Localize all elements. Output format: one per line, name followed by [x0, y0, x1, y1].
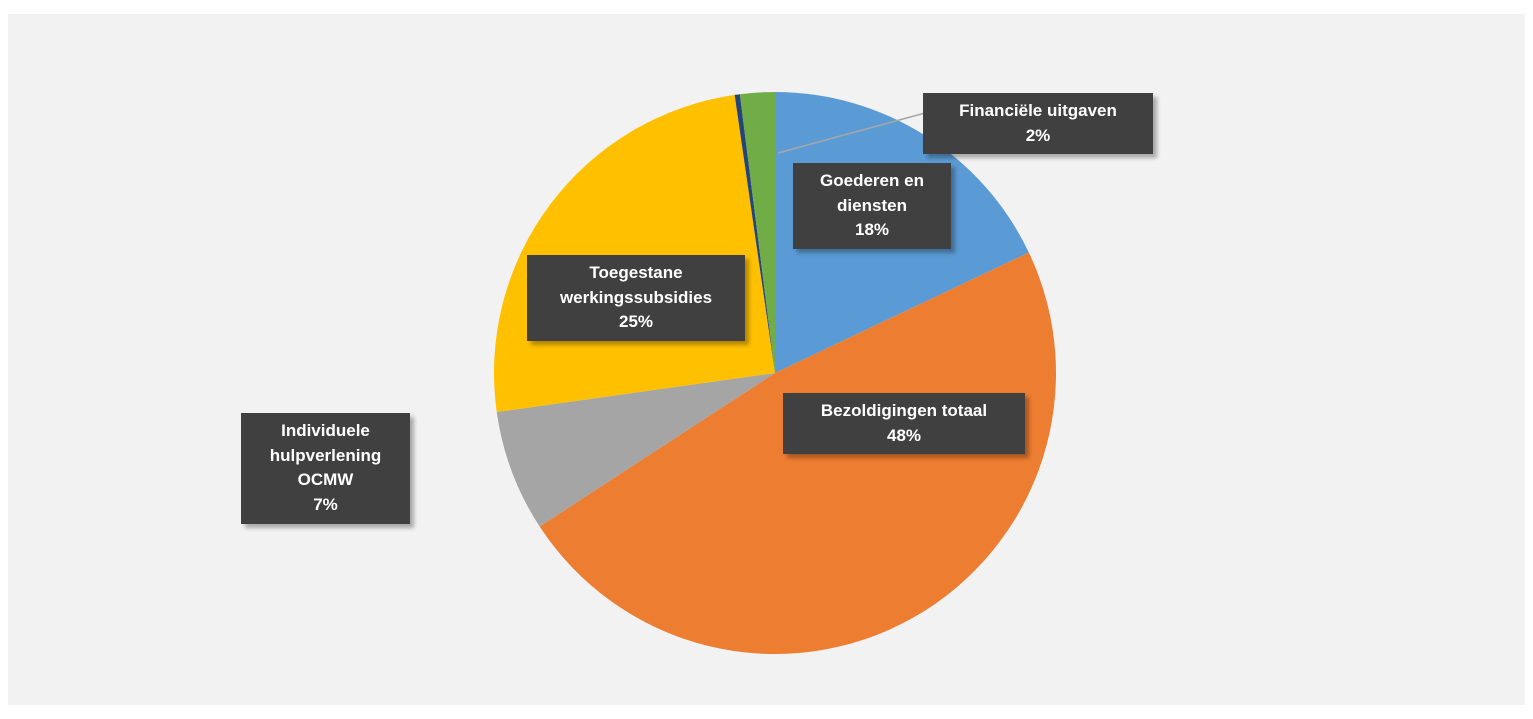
data-label: Toegestane werkingssubsidies 25%	[527, 255, 745, 341]
pie-slice	[739, 92, 775, 373]
label-text: Bezoldigingen totaal	[820, 401, 988, 420]
data-label: Bezoldigingen totaal 48%	[783, 393, 1025, 455]
label-text: 25%	[618, 312, 654, 332]
label-text: 48%	[886, 425, 922, 445]
data-label: Goederen en diensten 18%	[793, 163, 951, 249]
label-text: Goederen en diensten	[820, 171, 924, 215]
label-text: 2%	[1025, 125, 1051, 145]
label-text: Toegestane werkingssubsidies	[559, 263, 713, 307]
label-text: 18%	[854, 220, 890, 240]
pie-slice	[734, 94, 775, 374]
leader-line	[777, 112, 926, 154]
label-text: Financiële uitgaven	[959, 101, 1117, 120]
pie-slice	[496, 373, 775, 527]
label-text: Individuele hulpverlening OCMW	[269, 421, 382, 490]
label-text: 7%	[313, 494, 338, 514]
pie-slice	[494, 94, 775, 413]
data-label: Individuele hulpverlening OCMW 7%	[241, 413, 410, 524]
data-label: Financiële uitgaven 2%	[923, 93, 1153, 155]
